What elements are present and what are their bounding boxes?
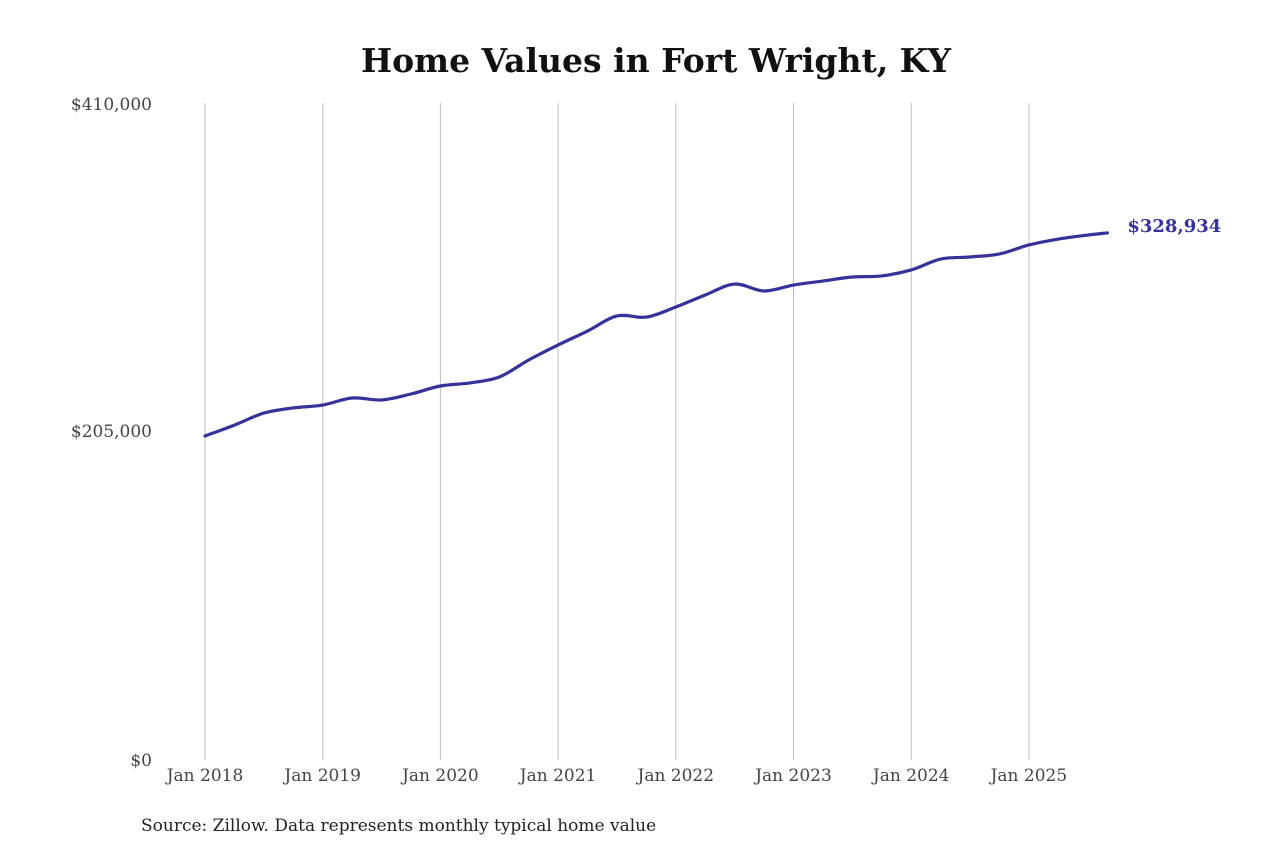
gridlines: [204, 103, 1030, 760]
chart-title: Home Values in Fort Wright, KY: [361, 41, 951, 80]
y-tick-label: $410,000: [71, 95, 152, 115]
x-tick-label: Jan 2023: [753, 766, 832, 786]
x-tick-label: Jan 2025: [989, 766, 1068, 786]
x-axis: Jan 2018 Jan 2019 Jan 2020 Jan 2021 Jan 2022…: [165, 766, 1067, 786]
x-tick-label: Jan 2019: [282, 766, 361, 786]
end-value-label: $328,934: [1127, 216, 1221, 237]
x-tick-label: Jan 2024: [871, 766, 950, 786]
y-tick-label: $0: [130, 751, 152, 771]
x-tick-label: Jan 2020: [400, 766, 479, 786]
x-tick-label: Jan 2022: [636, 766, 715, 786]
x-tick-label: Jan 2021: [518, 766, 597, 786]
y-axis: $410,000 $205,000 $0: [71, 95, 152, 771]
x-tick-label: Jan 2018: [165, 766, 244, 786]
source-note: Source: Zillow. Data represents monthly …: [141, 816, 657, 836]
y-tick-label: $205,000: [71, 422, 152, 442]
series-line: [203, 231, 1109, 438]
